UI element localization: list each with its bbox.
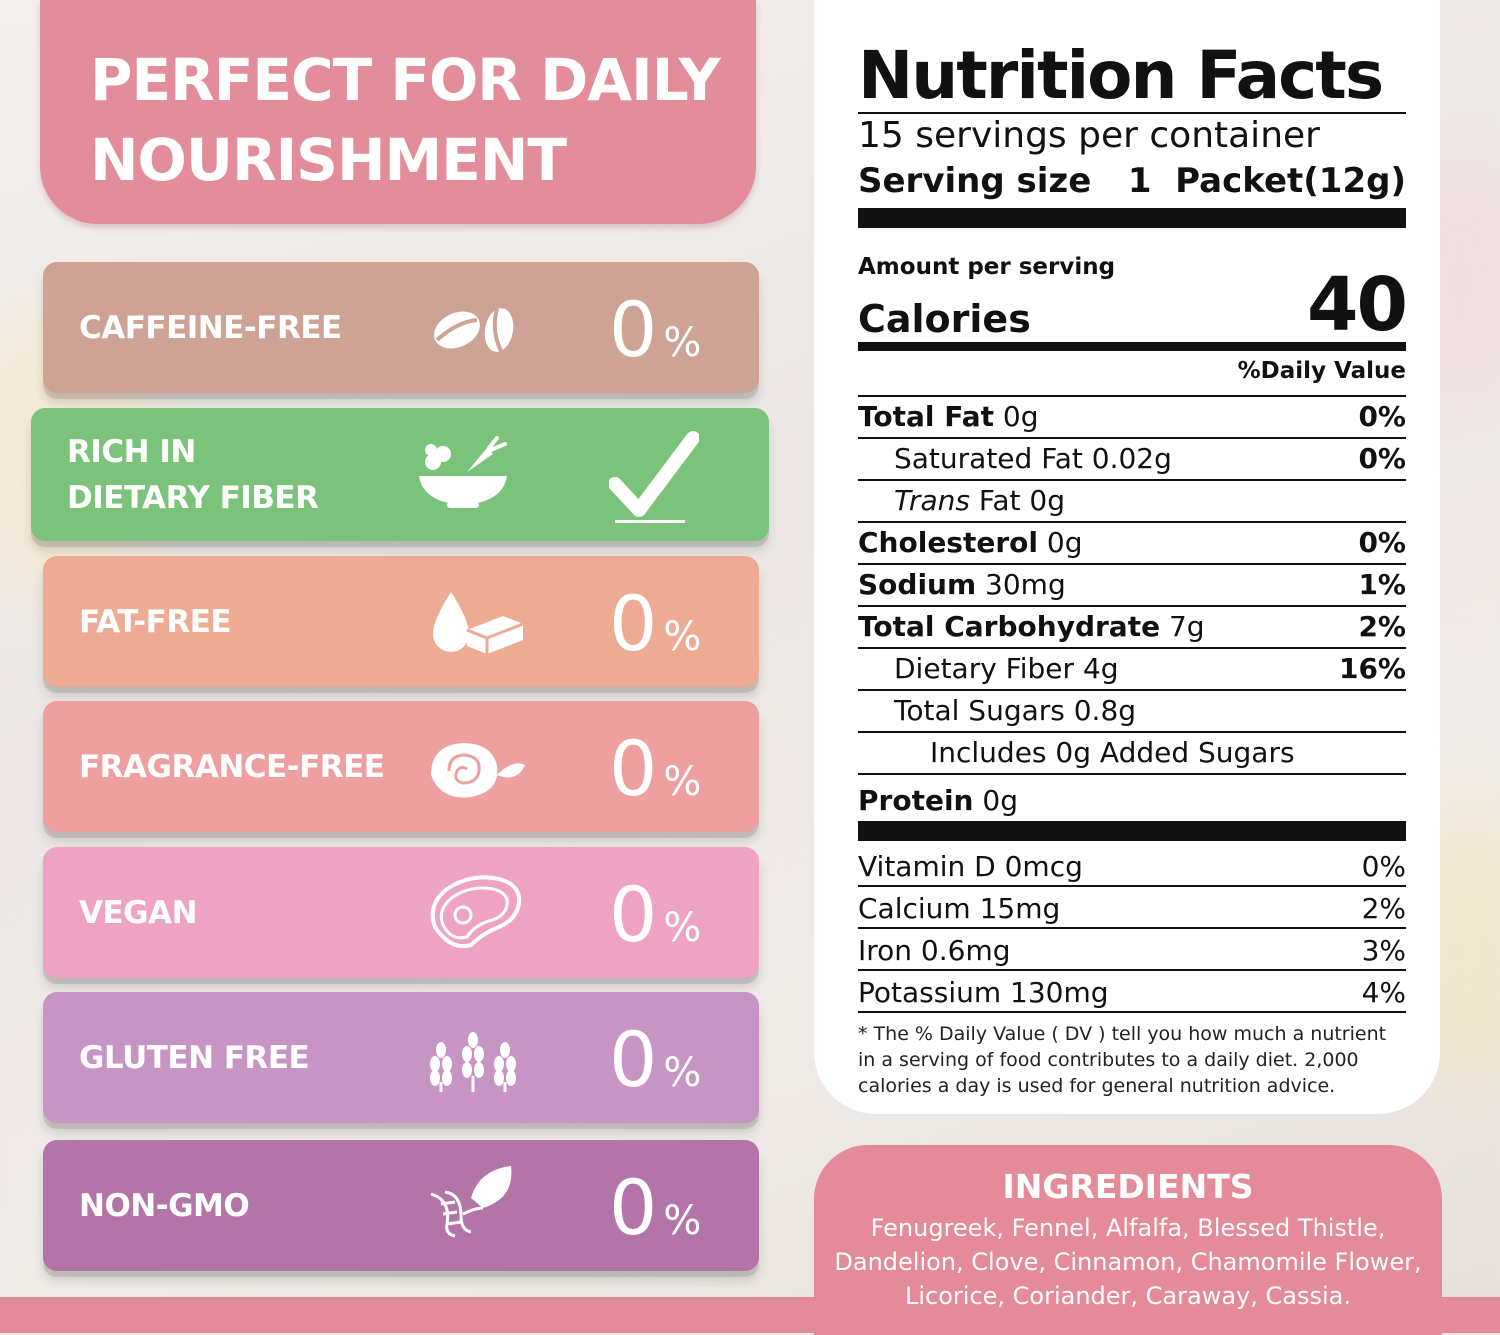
feature-label: VEGAN — [79, 894, 198, 931]
nutrition-facts-card: Nutrition Facts 15 servings per containe… — [814, 0, 1440, 1114]
coffee-beans-icon — [434, 308, 514, 352]
nutrient-row-total-sugars: Total Sugars 0.8g — [858, 691, 1406, 733]
feature-caffeine-free: CAFFEINE-FREE 0% — [43, 262, 759, 393]
percent-value: 0% — [609, 579, 702, 668]
nutrient-row-sodium: Sodium 30mg 1% — [858, 565, 1406, 607]
meat-steak-icon — [430, 875, 522, 949]
daily-value-header: %Daily Value — [858, 351, 1406, 397]
percent-value: 0% — [609, 1015, 702, 1104]
divider-thick — [858, 208, 1406, 228]
percent-value: 0% — [609, 870, 702, 959]
feature-label: FRAGRANCE-FREE — [79, 748, 385, 785]
nutrient-row-total-fat: Total Fat 0g 0% — [858, 397, 1406, 439]
feature-label: GLUTEN FREE — [79, 1039, 310, 1076]
percent-value: 0% — [609, 724, 702, 813]
salad-bowl-icon — [419, 436, 507, 508]
divider-thick — [858, 821, 1406, 841]
nutrient-row-dietary-fiber: Dietary Fiber 4g 16% — [858, 649, 1406, 691]
page-title: PERFECT FOR DAILY NOURISHMENT — [90, 46, 721, 194]
nutrient-row-added-sugars: Includes 0g Added Sugars — [858, 733, 1406, 775]
header-banner: PERFECT FOR DAILY NOURISHMENT — [40, 0, 756, 224]
calories-row: Calories 40 — [858, 268, 1408, 342]
nutrient-row-total-carbohydrate: Total Carbohydrate 7g 2% — [858, 607, 1406, 649]
vitamin-row-potassium: Potassium 130mg 4% — [858, 971, 1406, 1013]
daily-value-footnote: * The % Daily Value ( DV ) tell you how … — [858, 1023, 1387, 1097]
nutrient-row-cholesterol: Cholesterol 0g 0% — [858, 523, 1406, 565]
servings-per-container: 15 servings per container — [858, 115, 1320, 156]
divider — [858, 112, 1406, 114]
amount-per-serving: Amount per serving — [858, 254, 1116, 280]
feature-vegan: VEGAN 0% — [43, 847, 759, 978]
feature-fragrance-free: FRAGRANCE-FREE 0% — [43, 701, 759, 832]
nutrient-row-saturated-fat: Saturated Fat 0.02g 0% — [858, 439, 1406, 481]
nutrition-title: Nutrition Facts — [858, 37, 1384, 114]
dna-leaf-icon — [430, 1166, 512, 1238]
rose-icon — [431, 743, 525, 798]
feature-non-gmo: NON-GMO 0% — [43, 1140, 759, 1271]
feature-label: FAT-FREE — [79, 603, 232, 640]
feature-dietary-fiber: RICH IN DIETARY FIBER — [31, 408, 769, 541]
wheat-icon — [430, 1032, 516, 1092]
feature-fat-free: FAT-FREE 0% — [43, 556, 759, 687]
percent-value: 0% — [609, 1163, 702, 1252]
ingredients-list: Fenugreek, Fennel, Alfalfa, Blessed This… — [834, 1214, 1422, 1310]
serving-size-value: 1 Packet(12g) — [1127, 161, 1406, 201]
feature-gluten-free: GLUTEN FREE 0% — [43, 992, 759, 1123]
nutrition-facts-label: Nutrition Facts 15 servings per containe… — [858, 37, 1408, 1099]
percent-value: 0% — [609, 285, 702, 374]
feature-label: CAFFEINE-FREE — [79, 309, 342, 346]
serving-size-label: Serving size — [858, 161, 1092, 201]
divider-thick — [858, 342, 1406, 351]
feature-label: NON-GMO — [79, 1187, 250, 1224]
calories-value: 40 — [1307, 262, 1408, 348]
nutrient-row-protein: Protein 0g — [858, 784, 1018, 817]
calories-label: Calories — [858, 297, 1031, 341]
fat-drop-butter-icon — [433, 592, 523, 654]
ingredients-title: INGREDIENTS — [1002, 1167, 1254, 1206]
ingredients-panel: INGREDIENTS Fenugreek, Fennel, Alfalfa, … — [814, 1145, 1442, 1335]
vitamin-row-iron: Iron 0.6mg 3% — [858, 929, 1406, 971]
serving-size-row: Serving size 1 Packet(12g) — [858, 158, 1406, 208]
nutrient-row-trans-fat: Trans Fat 0g — [858, 481, 1406, 523]
vitamin-row-vitamin-d: Vitamin D 0mcg 0% — [858, 845, 1406, 887]
check-icon — [609, 431, 699, 523]
feature-label: RICH IN DIETARY FIBER — [67, 433, 319, 516]
vitamin-row-calcium: Calcium 15mg 2% — [858, 887, 1406, 929]
